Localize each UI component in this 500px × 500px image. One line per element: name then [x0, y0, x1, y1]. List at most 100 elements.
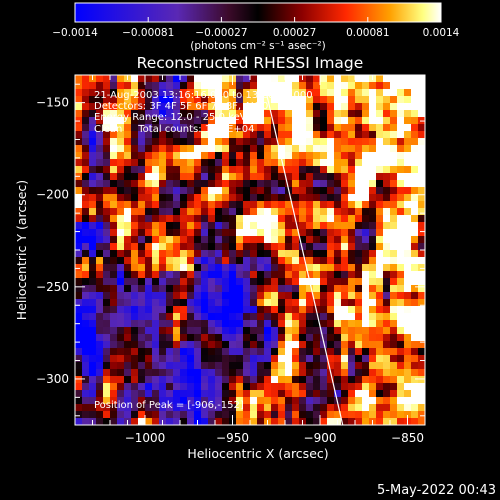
heatmap-cell	[341, 355, 349, 363]
heatmap-cell	[341, 369, 349, 377]
heatmap-cell	[138, 257, 146, 265]
heatmap-cell	[348, 355, 356, 363]
heatmap-cell	[89, 131, 97, 139]
heatmap-cell	[383, 299, 391, 307]
heatmap-cell	[152, 334, 160, 342]
heatmap-cell	[383, 313, 391, 321]
heatmap-cell	[278, 299, 286, 307]
heatmap-cell	[404, 208, 412, 216]
heatmap-cell	[369, 145, 377, 153]
heatmap-cell	[117, 376, 125, 384]
heatmap-cell	[124, 159, 132, 167]
heatmap-cell	[110, 152, 118, 160]
heatmap-cell	[222, 418, 230, 425]
heatmap-cell	[103, 320, 111, 328]
heatmap-cell	[82, 229, 90, 237]
heatmap-cell	[180, 285, 188, 293]
heatmap-cell	[418, 341, 425, 349]
heatmap-cell	[152, 124, 160, 132]
heatmap-cell	[292, 362, 300, 370]
heatmap-cell	[75, 236, 83, 244]
heatmap-cell	[383, 383, 391, 391]
heatmap-cell	[229, 320, 237, 328]
heatmap-cell	[250, 320, 258, 328]
heatmap-cell	[103, 208, 111, 216]
heatmap-cell	[152, 313, 160, 321]
heatmap-cell	[243, 124, 251, 132]
heatmap-cell	[327, 250, 335, 258]
heatmap-cell	[285, 96, 293, 104]
heatmap-cell	[313, 348, 321, 356]
heatmap-cell	[278, 82, 286, 90]
heatmap-cell	[152, 418, 160, 425]
heatmap-cell	[166, 320, 174, 328]
heatmap-cell	[138, 173, 146, 181]
heatmap-cell	[145, 299, 153, 307]
heatmap-cell	[180, 117, 188, 125]
heatmap-cell	[110, 299, 118, 307]
heatmap-cell	[390, 124, 398, 132]
heatmap-cell	[404, 243, 412, 251]
heatmap-cell	[278, 411, 286, 419]
heatmap-cell	[299, 152, 307, 160]
heatmap-cell	[229, 362, 237, 370]
heatmap-cell	[89, 299, 97, 307]
heatmap-cell	[369, 110, 377, 118]
heatmap-cell	[376, 159, 384, 167]
heatmap-cell	[159, 257, 167, 265]
heatmap-cell	[173, 166, 181, 174]
heatmap-cell	[355, 397, 363, 405]
heatmap-cell	[222, 131, 230, 139]
heatmap-cell	[348, 117, 356, 125]
heatmap-cell	[159, 152, 167, 160]
heatmap-cell	[124, 348, 132, 356]
heatmap-cell	[145, 411, 153, 419]
heatmap-cell	[159, 362, 167, 370]
heatmap-cell	[229, 236, 237, 244]
heatmap-cell	[159, 313, 167, 321]
heatmap-cell	[222, 327, 230, 335]
heatmap-cell	[124, 236, 132, 244]
heatmap-cell	[257, 271, 265, 279]
heatmap-cell	[159, 82, 167, 90]
heatmap-cell	[285, 89, 293, 97]
heatmap-cell	[96, 271, 104, 279]
heatmap-cell	[208, 404, 216, 412]
heatmap-cell	[124, 404, 132, 412]
heatmap-cell	[411, 355, 419, 363]
heatmap-cell	[348, 320, 356, 328]
heatmap-cell	[306, 285, 314, 293]
heatmap-cell	[418, 285, 425, 293]
heatmap-cell	[222, 313, 230, 321]
heatmap-cell	[145, 404, 153, 412]
heatmap-cell	[180, 89, 188, 97]
heatmap-cell	[278, 138, 286, 146]
heatmap-cell	[376, 313, 384, 321]
heatmap-cell	[383, 376, 391, 384]
heatmap-cell	[131, 376, 139, 384]
heatmap-cell	[348, 75, 356, 83]
heatmap-cell	[145, 103, 153, 111]
heatmap-cell	[75, 103, 83, 111]
heatmap-cell	[145, 187, 153, 195]
heatmap-cell	[117, 215, 125, 223]
heatmap-cell	[138, 397, 146, 405]
colorbar-tick-label: 0.00081	[346, 27, 389, 39]
heatmap-cell	[194, 369, 202, 377]
heatmap-cell	[264, 124, 272, 132]
heatmap-cell	[292, 334, 300, 342]
heatmap-cell	[348, 418, 356, 425]
heatmap-cell	[173, 243, 181, 251]
heatmap-cell	[306, 348, 314, 356]
heatmap-cell	[103, 292, 111, 300]
heatmap-cell	[362, 110, 370, 118]
heatmap-cell	[187, 131, 195, 139]
heatmap-cell	[166, 306, 174, 314]
heatmap-cell	[292, 117, 300, 125]
heatmap-cell	[89, 243, 97, 251]
heatmap-cell	[292, 355, 300, 363]
heatmap-cell	[306, 306, 314, 314]
heatmap-cell	[131, 355, 139, 363]
heatmap-cell	[250, 131, 258, 139]
heatmap-cell	[306, 75, 314, 83]
